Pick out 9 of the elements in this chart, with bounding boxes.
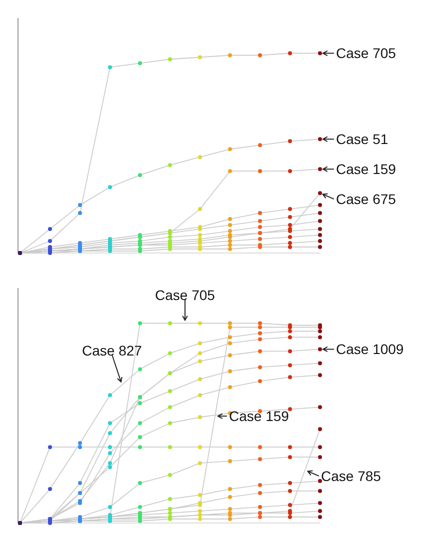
series-label: Case 785 bbox=[321, 468, 382, 484]
series-label: Case 705 bbox=[155, 287, 216, 304]
series-label: Case 159 bbox=[336, 161, 396, 178]
series-label: Case 705 bbox=[336, 45, 396, 62]
series-label: Case 675 bbox=[336, 190, 396, 207]
series-label: Case 1009 bbox=[336, 341, 404, 358]
series-label: Case 827 bbox=[82, 342, 142, 359]
series-label: Case 159 bbox=[229, 408, 290, 424]
series-label: Case 51 bbox=[336, 131, 388, 148]
